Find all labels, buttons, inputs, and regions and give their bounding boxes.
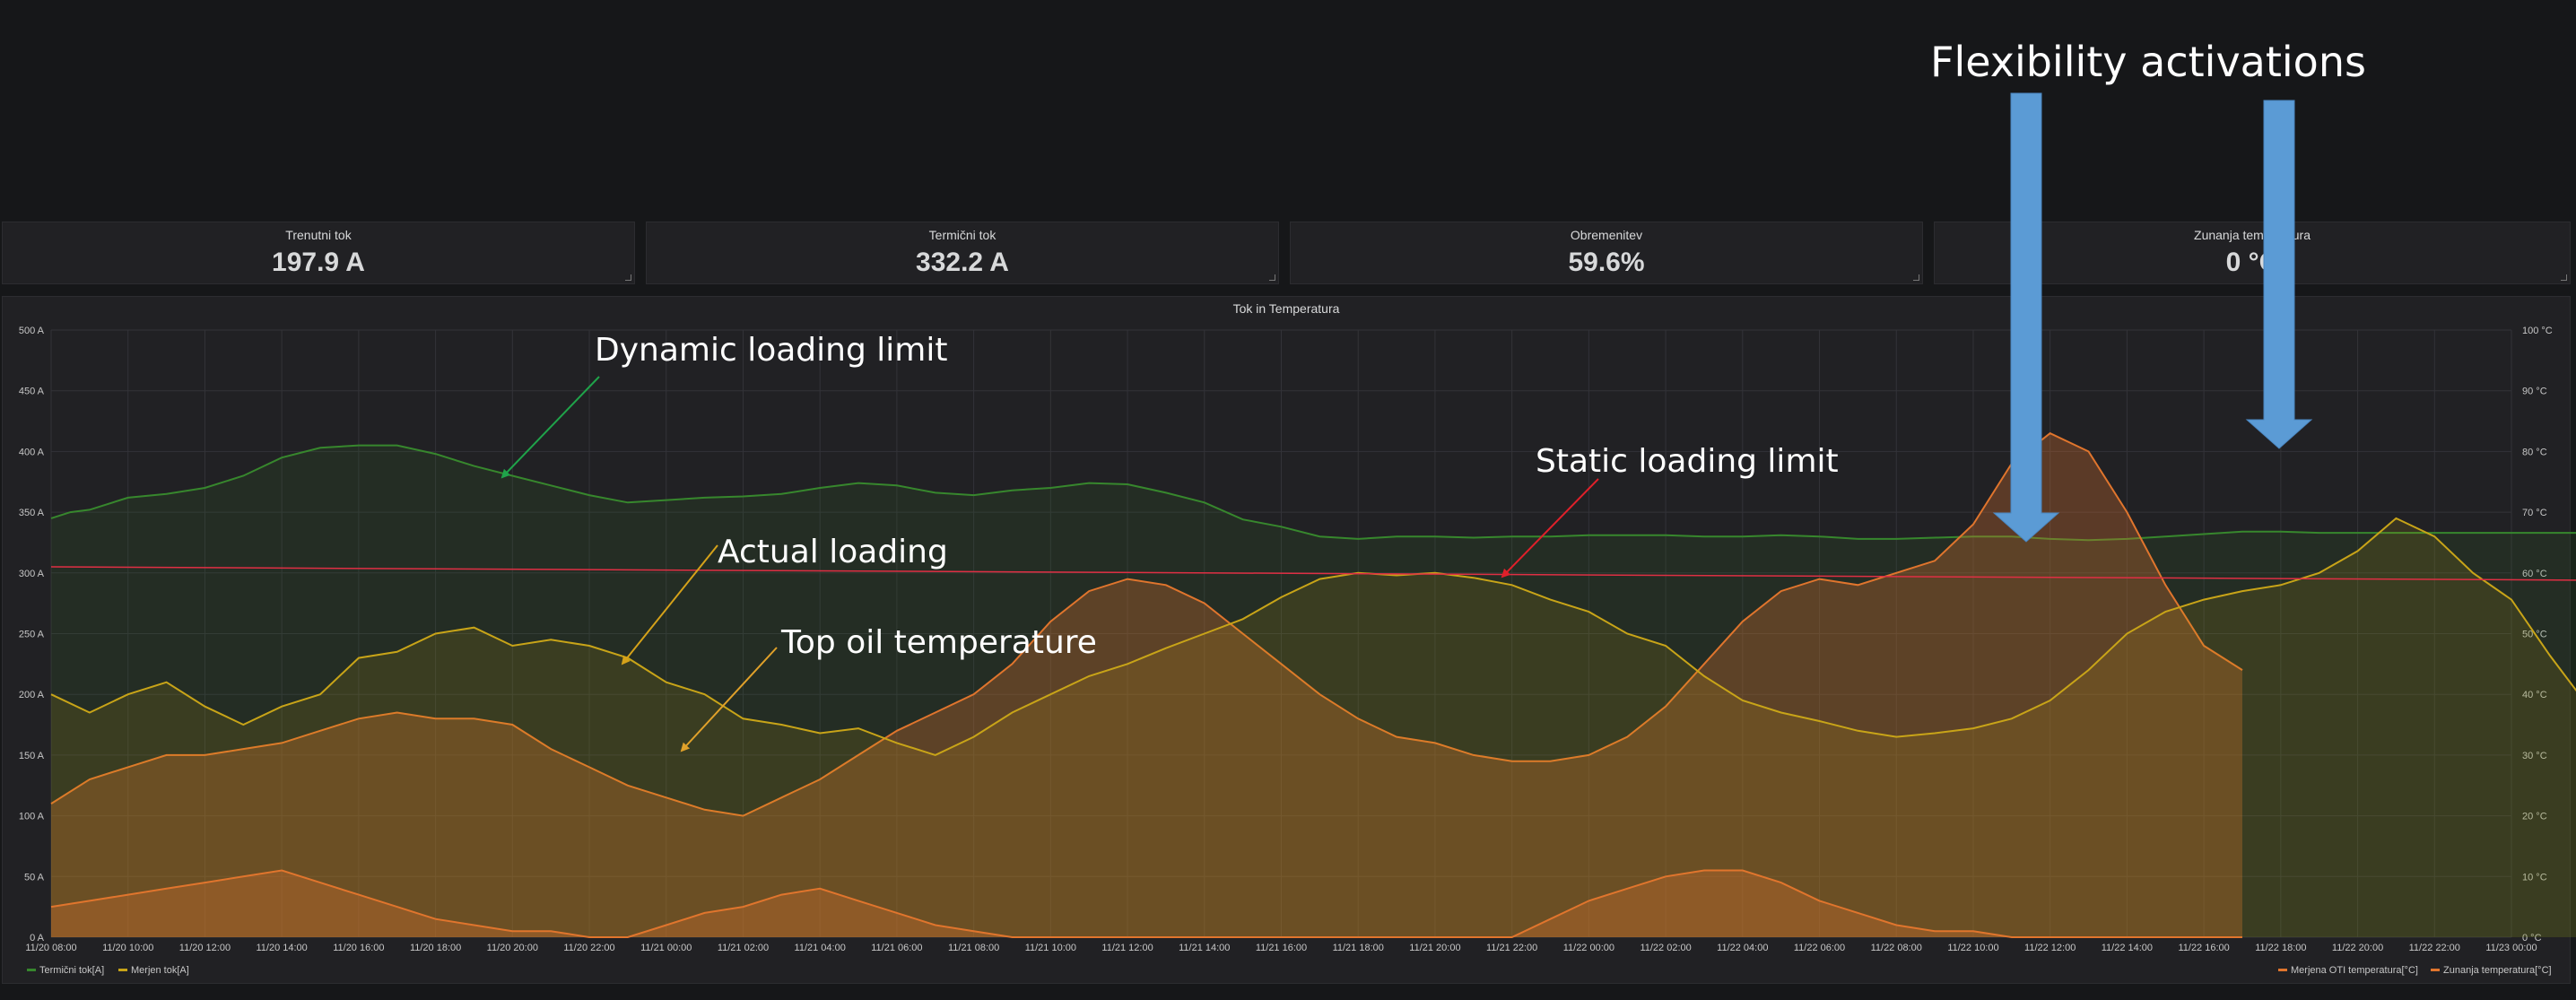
x-tick-label: 11/22 02:00 xyxy=(1640,943,1691,953)
y-left-tick-label: 50 A xyxy=(24,872,45,883)
y-left-tick-label: 500 A xyxy=(19,326,45,336)
stat-title: Obremenitev xyxy=(1570,228,1643,242)
panel-title[interactable]: Tok in Temperatura xyxy=(1232,301,1340,316)
y-right-tick-label: 70 °C xyxy=(2522,508,2547,518)
x-tick-label: 11/20 18:00 xyxy=(410,943,461,953)
y-right-tick-label: 90 °C xyxy=(2522,387,2547,397)
stat-title: Termični tok xyxy=(928,228,996,242)
stat-value: 59.6% xyxy=(1568,248,1645,277)
stat-load: Obremenitev 59.6% xyxy=(1290,222,1923,284)
x-tick-label: 11/22 18:00 xyxy=(2255,943,2306,953)
x-tick-label: 11/20 16:00 xyxy=(333,943,384,953)
arrow-top-oil xyxy=(680,647,778,752)
legend-oti[interactable]: Merjena OTI temperatura[°C] xyxy=(2291,965,2418,976)
stat-title: Trenutni tok xyxy=(285,228,352,242)
annotation-flexibility: Flexibility activations xyxy=(1930,38,2366,86)
chart-panel: Tok in Temperatura xyxy=(2,296,2571,984)
legend-measured[interactable]: Merjen tok[A] xyxy=(131,965,189,976)
series-ambient-temperature-area xyxy=(51,870,2242,937)
flex-arrow-1 xyxy=(1992,92,2060,543)
y-left-tick-label: 150 A xyxy=(19,751,45,761)
x-tick-label: 11/22 22:00 xyxy=(2409,943,2460,953)
x-tick-label: 11/22 04:00 xyxy=(1717,943,1768,953)
y-left-tick-label: 450 A xyxy=(19,387,45,397)
arrow-dynamic-limit xyxy=(500,376,600,479)
x-tick-label: 11/21 12:00 xyxy=(1101,943,1153,953)
arrow-static-limit xyxy=(1501,478,1599,578)
x-tick-label: 11/21 18:00 xyxy=(1333,943,1384,953)
series-oti-temperature-area xyxy=(51,433,2242,938)
series-thermal-current xyxy=(50,444,2576,542)
x-tick-label: 11/22 16:00 xyxy=(2178,943,2229,953)
resize-handle-icon[interactable] xyxy=(625,274,631,281)
x-tick-label: 11/20 12:00 xyxy=(179,943,231,953)
series-measured-current-area xyxy=(51,517,2576,937)
legend-oti-swatch xyxy=(2278,969,2287,971)
legend-thermal-swatch xyxy=(27,969,36,971)
stat-thermal: Termični tok 332.2 A xyxy=(646,222,1279,284)
legend-thermal[interactable]: Termični tok[A] xyxy=(39,965,104,976)
series-ambient-temperature xyxy=(50,869,2242,938)
x-tick-label: 11/21 22:00 xyxy=(1486,943,1537,953)
y-left-tick-label: 100 A xyxy=(19,812,45,822)
x-tick-label: 11/21 14:00 xyxy=(1179,943,1230,953)
y-left-tick-label: 200 A xyxy=(19,690,45,700)
x-tick-label: 11/20 22:00 xyxy=(563,943,614,953)
series-thermal-current-area xyxy=(51,445,2576,937)
y-left-tick-label: 350 A xyxy=(19,508,45,518)
y-left-tick-label: 400 A xyxy=(19,447,45,457)
x-tick-label: 11/22 12:00 xyxy=(2024,943,2076,953)
x-tick-label: 11/21 06:00 xyxy=(871,943,922,953)
x-tick-label: 11/21 04:00 xyxy=(795,943,846,953)
y-right-tick-label: 20 °C xyxy=(2522,812,2547,822)
x-tick-label: 11/22 00:00 xyxy=(1563,943,1614,953)
series-static-limit xyxy=(50,566,2576,581)
y-right-tick-label: 30 °C xyxy=(2522,751,2547,761)
stat-current: Trenutni tok 197.9 A xyxy=(2,222,635,284)
x-tick-label: 11/22 06:00 xyxy=(1794,943,1845,953)
y-left-tick-label: 300 A xyxy=(19,569,45,579)
resize-handle-icon[interactable] xyxy=(2561,274,2567,281)
x-tick-label: 11/23 00:00 xyxy=(2485,943,2537,953)
x-tick-label: 11/20 08:00 xyxy=(25,943,76,953)
x-tick-label: 11/22 14:00 xyxy=(2102,943,2153,953)
x-tick-label: 11/21 20:00 xyxy=(1409,943,1460,953)
x-tick-label: 11/22 08:00 xyxy=(1871,943,1922,953)
resize-handle-icon[interactable] xyxy=(1269,274,1275,281)
legend-ambient-swatch xyxy=(2431,969,2440,971)
flex-arrow-2 xyxy=(2245,100,2313,449)
legend-measured-swatch xyxy=(118,969,127,971)
y-left-tick-label: 0 A xyxy=(30,933,45,943)
annotation-actual-loading: Actual loading xyxy=(718,534,948,570)
annotation-top-oil: Top oil temperature xyxy=(780,624,1097,661)
y-right-tick-label: 100 °C xyxy=(2522,326,2553,336)
x-tick-label: 11/21 16:00 xyxy=(1256,943,1307,953)
x-tick-label: 11/21 00:00 xyxy=(640,943,692,953)
y-right-tick-label: 80 °C xyxy=(2522,447,2547,457)
x-tick-label: 11/21 02:00 xyxy=(718,943,769,953)
x-tick-label: 11/21 08:00 xyxy=(948,943,999,953)
x-tick-label: 11/22 20:00 xyxy=(2332,943,2383,953)
resize-handle-icon[interactable] xyxy=(1913,274,1919,281)
y-right-tick-label: 40 °C xyxy=(2522,690,2547,700)
x-tick-label: 11/22 10:00 xyxy=(1947,943,1998,953)
y-left-tick-label: 250 A xyxy=(19,630,45,640)
stat-value: 197.9 A xyxy=(272,248,365,277)
annotation-static-limit: Static loading limit xyxy=(1536,443,1839,480)
series-oti-temperature xyxy=(50,431,2243,817)
stat-value: 332.2 A xyxy=(916,248,1009,277)
y-right-tick-label: 10 °C xyxy=(2522,872,2547,883)
arrow-actual-loading xyxy=(621,544,718,665)
x-tick-label: 11/20 14:00 xyxy=(257,943,308,953)
x-tick-label: 11/21 10:00 xyxy=(1025,943,1076,953)
y-right-tick-label: 0 °C xyxy=(2522,933,2542,943)
y-right-tick-label: 60 °C xyxy=(2522,569,2547,579)
legend-ambient[interactable]: Zunanja temperatura[°C] xyxy=(2443,965,2552,976)
annotation-dynamic-limit: Dynamic loading limit xyxy=(595,332,947,369)
series-measured-current xyxy=(50,517,2576,756)
x-tick-label: 11/20 10:00 xyxy=(102,943,153,953)
x-tick-label: 11/20 20:00 xyxy=(487,943,538,953)
